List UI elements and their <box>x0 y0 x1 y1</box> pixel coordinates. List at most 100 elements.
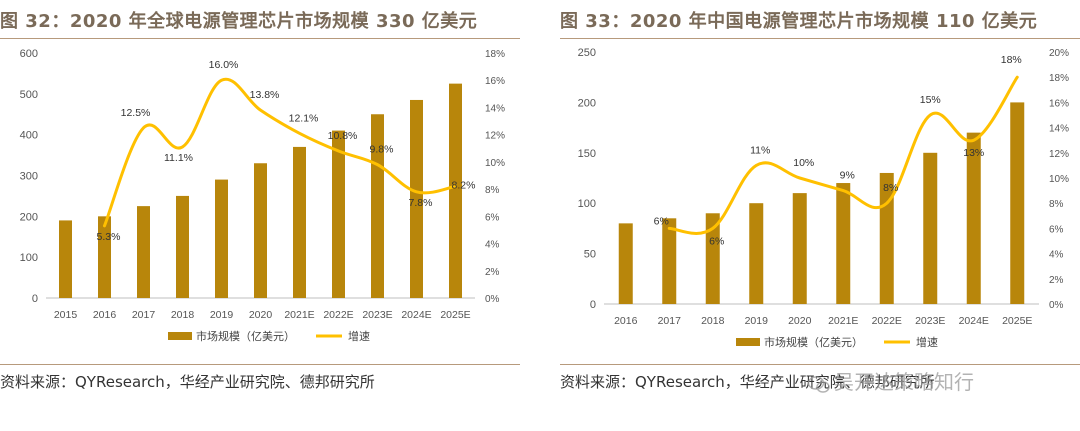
x-tick-label: 2021E <box>284 309 314 321</box>
y-left-tick-label: 0 <box>32 293 38 305</box>
x-tick-label: 2022E <box>323 309 353 321</box>
data-label: 8.2% <box>452 179 476 191</box>
chart-title: 图 33：2020 年中国电源管理芯片市场规模 110 亿美元 <box>560 11 1038 32</box>
data-label: 12.1% <box>289 112 319 124</box>
x-tick-label: 2019 <box>745 315 769 327</box>
y-left-tick-label: 250 <box>578 47 596 59</box>
x-tick-label: 2017 <box>132 309 156 321</box>
growth-line <box>667 75 1019 235</box>
y-right-tick-label: 20% <box>1049 48 1069 59</box>
x-tick-label: 2023E <box>915 315 945 327</box>
y-left-tick-label: 50 <box>584 249 596 261</box>
bar <box>254 163 267 298</box>
x-tick-label: 2015 <box>54 309 78 321</box>
y-right-tick-label: 0% <box>485 294 500 305</box>
y-right-tick-label: 16% <box>1049 98 1069 109</box>
source-rule <box>560 364 1080 365</box>
data-label: 15% <box>920 94 941 106</box>
y-right-tick-label: 14% <box>1049 124 1069 135</box>
data-label: 16.0% <box>209 59 239 71</box>
x-tick-label: 2024E <box>959 315 989 327</box>
legend-bar-swatch <box>736 338 760 346</box>
x-tick-label: 2018 <box>701 315 725 327</box>
legend-bar-label: 市场规模（亿美元） <box>196 329 295 343</box>
data-label: 9.8% <box>370 144 394 156</box>
x-tick-label: 2020 <box>249 309 273 321</box>
x-tick-label: 2021E <box>828 315 858 327</box>
data-label: 6% <box>654 215 669 227</box>
x-tick-label: 2017 <box>658 315 682 327</box>
data-label: 18% <box>1001 54 1022 66</box>
chart-title: 图 32：2020 年全球电源管理芯片市场规模 330 亿美元 <box>0 11 478 32</box>
wechat-icon <box>807 375 830 393</box>
y-left-tick-label: 200 <box>20 211 38 223</box>
y-right-tick-label: 0% <box>1049 300 1064 311</box>
data-label: 13.8% <box>250 89 280 101</box>
x-tick-label: 2019 <box>210 309 234 321</box>
x-tick-label: 2016 <box>93 309 117 321</box>
bar <box>59 220 72 298</box>
y-left-tick-label: 150 <box>578 148 596 160</box>
data-label: 8% <box>883 182 898 194</box>
bar <box>137 206 150 298</box>
y-left-tick-label: 0 <box>590 299 596 311</box>
source-note: 资料来源：QYResearch，华经产业研究院、德邦研究所 <box>0 373 375 391</box>
y-right-tick-label: 10% <box>1049 174 1069 185</box>
y-right-tick-label: 6% <box>1049 224 1064 235</box>
bar <box>966 132 981 304</box>
data-label: 10% <box>793 157 814 169</box>
data-label: 5.3% <box>97 231 121 243</box>
bar <box>449 83 462 298</box>
bar <box>215 179 228 298</box>
y-left-tick-label: 200 <box>578 97 596 109</box>
bar <box>705 213 720 304</box>
y-right-tick-label: 18% <box>485 49 505 60</box>
x-tick-label: 2020 <box>788 315 812 327</box>
y-right-tick-label: 6% <box>485 212 500 223</box>
x-tick-label: 2025E <box>1002 315 1032 327</box>
y-left-tick-label: 400 <box>20 130 38 142</box>
growth-line <box>103 77 457 228</box>
bar <box>293 146 306 298</box>
y-right-tick-label: 4% <box>1049 250 1064 261</box>
bar <box>923 152 938 304</box>
bar <box>332 130 345 298</box>
legend-line-label: 增速 <box>348 329 370 343</box>
data-label: 11.1% <box>164 152 193 164</box>
y-right-tick-label: 8% <box>485 185 500 196</box>
chart-global-power-ic: 0 100 200 300 400 500 600 0% 2% 4% 6% 8% 10% 12% 14% 16… <box>20 48 505 343</box>
y-right-tick-label: 4% <box>485 240 500 251</box>
y-right-tick-label: 12% <box>1049 149 1069 160</box>
data-label: 12.5% <box>121 107 151 119</box>
bar <box>749 203 764 304</box>
y-right-tick-label: 12% <box>485 131 505 142</box>
bar <box>618 223 633 304</box>
source-rule <box>0 364 520 365</box>
legend-bar-swatch <box>168 332 192 340</box>
bar <box>792 193 807 304</box>
y-right-tick-label: 2% <box>485 267 500 278</box>
bar <box>98 216 111 298</box>
data-label: 11% <box>750 144 770 156</box>
x-tick-label: 2023E <box>362 309 392 321</box>
x-tick-label: 2016 <box>614 315 638 327</box>
y-right-tick-label: 18% <box>1049 73 1069 84</box>
watermark: 吴开达策略知行 <box>807 366 974 395</box>
legend-bar-label: 市场规模（亿美元） <box>764 335 863 349</box>
y-right-tick-label: 10% <box>485 158 505 169</box>
y-right-tick-label: 16% <box>485 76 505 87</box>
data-label: 13% <box>963 147 984 159</box>
bar <box>371 114 384 298</box>
x-tick-label: 2025E <box>440 309 470 321</box>
source-note: 资料来源：QYResearch，华经产业研究院、德邦研究所 <box>560 373 935 391</box>
title-rule <box>0 38 520 39</box>
data-label: 7.8% <box>409 197 433 209</box>
y-left-tick-label: 500 <box>20 89 38 101</box>
data-label: 6% <box>709 235 724 247</box>
chart-china-power-ic: 0 50 100 150 200 250 0% 2% 4% 6% 8% 10% 12% 14% 16% 18%… <box>578 47 1069 349</box>
y-right-tick-label: 2% <box>1049 275 1064 286</box>
bar <box>410 99 423 298</box>
chart-panel-china: 图 33：2020 年中国电源管理芯片市场规模 110 亿美元 0 50 100 15… <box>560 0 1080 431</box>
y-left-tick-label: 100 <box>20 252 38 264</box>
y-right-tick-label: 8% <box>1049 199 1064 210</box>
